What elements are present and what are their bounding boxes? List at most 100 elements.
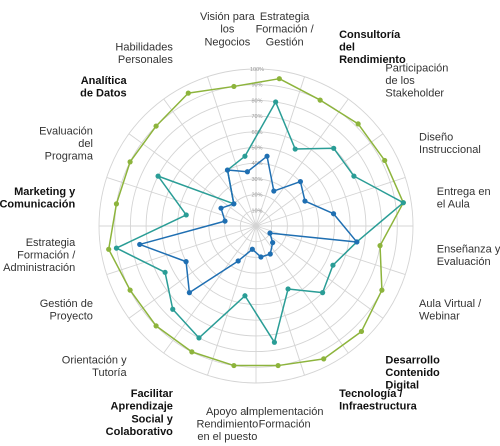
category-label: Visión para los Negocios (200, 11, 256, 48)
category-label-line: Orientación y (62, 354, 127, 366)
tick-label: 10% (251, 208, 262, 214)
category-label-line: Rendimiento (196, 418, 258, 430)
category-label-line: Estrategia (260, 11, 310, 23)
data-point-inner (267, 230, 273, 236)
category-label-line: en el puesto (197, 431, 257, 443)
tick-label: 30% (251, 177, 262, 183)
data-point-inner (297, 178, 304, 185)
series (106, 76, 406, 369)
data-point-outer (127, 159, 133, 165)
data-point-inner (264, 153, 270, 159)
category-label-line: Aula Virtual / (419, 298, 482, 310)
category-label: Tecnología / Infraestructura (339, 388, 418, 413)
category-label-line: Digital (385, 380, 419, 392)
category-label-line: Facilitar (131, 388, 174, 400)
data-point-middle (351, 173, 357, 179)
category-label-line: Implementación (246, 406, 324, 418)
category-label-line: Proyecto (50, 310, 93, 322)
grid-spoke (163, 225, 257, 354)
category-label-line: Colaborativo (106, 426, 174, 438)
data-point-outer (321, 356, 327, 362)
category-label-line: Tecnología / (339, 388, 402, 400)
category-label-line: Desarrollo (385, 354, 440, 366)
category-label-line: Contenido (385, 367, 440, 379)
data-point-outer (382, 157, 388, 164)
data-point-outer (185, 90, 191, 96)
data-point-outer (377, 243, 383, 249)
grid-spoke (255, 225, 305, 376)
data-point-middle (330, 262, 336, 268)
grid-spoke (255, 133, 384, 227)
data-point-middle (170, 306, 176, 312)
data-point-outer (153, 323, 159, 329)
grid-spoke (106, 225, 257, 275)
category-label-line: Negocios (204, 36, 250, 48)
category-label-line: Webinar (419, 310, 460, 322)
category-label-line: Entrega en (437, 186, 491, 198)
data-point-outer (113, 201, 120, 207)
category-label-line: Estrategia (26, 237, 76, 249)
grid-spoke (255, 225, 384, 319)
category-label-line: Participación (385, 62, 448, 74)
category-label-line: Consultoría (339, 29, 401, 41)
data-point-middle (242, 153, 248, 159)
tick-label: 80% (251, 98, 262, 104)
data-point-middle (155, 173, 161, 179)
data-point-middle (400, 200, 406, 206)
tick-label: 90% (251, 83, 262, 89)
category-label: Estrategia Formación / Gestión (256, 11, 315, 48)
data-point-inner (235, 258, 241, 264)
data-point-middle (273, 99, 279, 105)
data-point-middle (162, 269, 168, 275)
category-label-line: el Aula (437, 199, 471, 211)
category-label-line: de Datos (80, 88, 126, 100)
data-point-inner (231, 201, 237, 207)
category-label: Apoyo al Rendimiento en el puesto (196, 406, 258, 443)
grid-spoke (128, 133, 257, 227)
grid-spoke (163, 98, 257, 227)
category-label-line: Evaluación (39, 125, 93, 137)
data-point-middle (196, 335, 202, 341)
category-label: Entrega en el Aula (437, 186, 491, 211)
category-label-line: del (339, 41, 355, 53)
category-label-line: Analítica (81, 75, 128, 87)
data-point-outer (317, 97, 323, 103)
data-point-inner (222, 218, 228, 224)
data-point-inner (186, 290, 192, 296)
category-label: Gestión de Proyecto (40, 298, 93, 323)
category-label-line: Rendimiento (339, 54, 406, 66)
data-point-inner (354, 239, 360, 245)
category-label: Orientación y Tutoría (62, 354, 128, 379)
category-label: Enseñanza y Evaluación (437, 243, 500, 268)
data-point-outer (275, 362, 281, 369)
data-point-middle (285, 286, 291, 292)
category-label: Estrategia Formación / Administración (3, 237, 76, 274)
data-point-inner (258, 254, 264, 260)
category-label-line: Tutoría (92, 367, 127, 379)
category-label-line: Social y (131, 413, 173, 425)
data-point-middle (242, 293, 248, 299)
data-point-inner (330, 211, 337, 217)
category-label: Desarrollo Contenido Digital (385, 354, 440, 391)
category-label-line: Apoyo al (206, 406, 249, 418)
category-label-line: Habilidades (115, 41, 173, 53)
category-label-line: Infraestructura (339, 401, 418, 413)
category-label: Facilitar Aprendizaje Social y Colaborativo (106, 388, 174, 438)
grid-spoke (207, 225, 257, 376)
category-label: Implementación Formación (246, 406, 324, 431)
data-point-inner (267, 251, 273, 257)
radial-tick-labels: 10%20%30%40%50%60%70%80%90%100% (250, 67, 264, 214)
tick-label: 20% (251, 193, 262, 199)
category-label-line: Diseño (419, 132, 453, 144)
data-point-inner (249, 246, 255, 252)
grid-spoke (255, 98, 349, 227)
category-label-line: Gestión de (40, 298, 93, 310)
data-point-inner (137, 241, 143, 248)
grid-spoke (106, 177, 257, 227)
data-point-outer (231, 362, 237, 369)
tick-label: 70% (251, 114, 262, 120)
category-label-line: Stakeholder (385, 88, 444, 100)
category-label-line: Aprendizaje (111, 401, 173, 413)
